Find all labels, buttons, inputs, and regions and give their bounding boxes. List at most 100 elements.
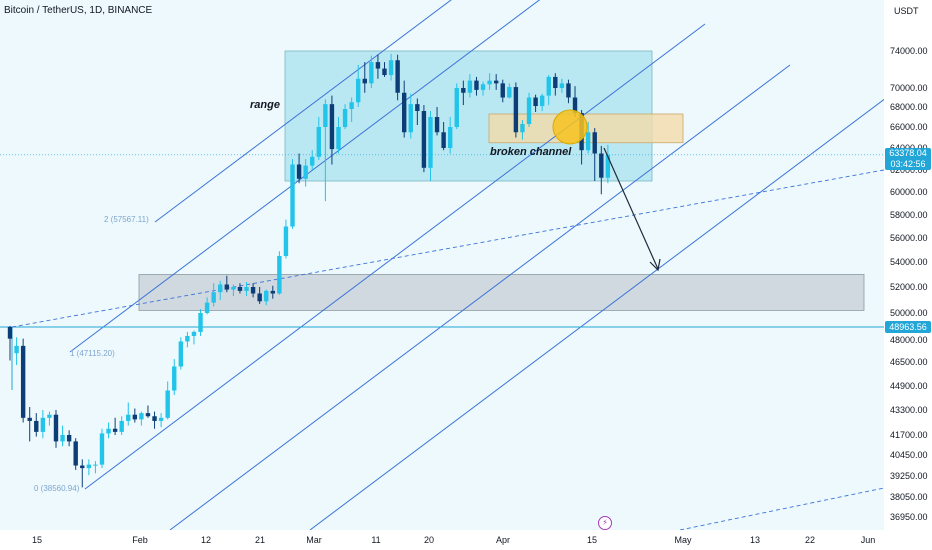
candle-body xyxy=(132,414,138,420)
time-tick: Mar xyxy=(306,535,322,545)
candle-body xyxy=(172,366,177,391)
candle-body xyxy=(158,417,164,421)
candle-body xyxy=(395,60,400,93)
price-tick: 39250.00 xyxy=(890,471,928,481)
candle-body xyxy=(257,293,262,302)
channel-line-1 xyxy=(154,0,452,223)
candle-body xyxy=(349,102,354,109)
time-axis[interactable] xyxy=(0,530,884,550)
chart-canvas[interactable] xyxy=(0,0,884,530)
horizontal-level-tag: 48963.56 xyxy=(885,321,931,333)
candle-body xyxy=(106,428,111,434)
candle-body xyxy=(474,80,479,90)
candle-body xyxy=(507,87,512,98)
candle-body xyxy=(428,117,433,168)
candle-body xyxy=(520,124,525,133)
support-zone xyxy=(138,274,865,311)
currency-label: USDT xyxy=(894,6,919,16)
current-price-tag: 63378.04 03:42:56 xyxy=(885,148,931,170)
candle-body xyxy=(336,127,341,150)
candle-body xyxy=(487,80,492,85)
candle-body xyxy=(99,433,105,465)
candle-body xyxy=(204,302,210,313)
channel-line-2 xyxy=(69,0,541,353)
candle-body xyxy=(119,420,124,432)
candle-body xyxy=(296,164,302,179)
candle-body xyxy=(270,290,275,294)
price-tick: 62000.00 xyxy=(890,165,928,175)
symbol-title: Bitcoin / TetherUS, 1D, BINANCE xyxy=(4,5,153,16)
time-tick: 13 xyxy=(749,535,761,545)
candle-body xyxy=(316,127,321,157)
candle-body xyxy=(145,413,151,417)
candle-body xyxy=(303,165,308,179)
candle-body xyxy=(415,104,420,111)
price-tick: 43300.00 xyxy=(890,405,928,415)
dashed-trend-line-lower xyxy=(679,487,884,530)
price-tick: 38050.00 xyxy=(890,492,928,502)
candle-body xyxy=(599,153,604,178)
projection-arrow-head xyxy=(649,258,661,272)
time-tick: 20 xyxy=(423,535,435,545)
price-tick: 41700.00 xyxy=(890,430,928,440)
candle-body xyxy=(356,78,361,103)
time-tick: 11 xyxy=(371,535,381,545)
chart-area[interactable]: Bitcoin / TetherUS, 1D, BINANCE range br… xyxy=(0,0,884,530)
range-annotation: range xyxy=(250,99,280,111)
projection-arrow xyxy=(603,147,659,270)
broken-channel-annotation: broken channel xyxy=(490,146,572,158)
candle-body xyxy=(40,417,46,432)
candle-body xyxy=(7,326,13,339)
price-tick: 56000.00 xyxy=(890,233,928,243)
candle-body xyxy=(493,80,499,84)
candle-body xyxy=(198,313,203,332)
candle-body xyxy=(73,441,78,466)
candle-body xyxy=(566,83,571,98)
candle-body xyxy=(34,420,39,432)
time-tick: 21 xyxy=(254,535,266,545)
current-price-value: 63378.04 xyxy=(889,148,927,158)
candle-body xyxy=(93,464,98,466)
price-tick: 44900.00 xyxy=(890,381,928,391)
candle-body xyxy=(382,68,387,76)
candle-body xyxy=(342,109,348,127)
price-tick: 54000.00 xyxy=(890,257,928,267)
candle-body xyxy=(362,78,367,84)
candle-body xyxy=(480,84,486,90)
candle-body xyxy=(388,60,394,76)
candle-body xyxy=(513,87,519,133)
candle-body xyxy=(290,164,295,227)
price-tick: 40450.00 xyxy=(890,450,928,460)
candle-body xyxy=(369,62,374,84)
candle-body xyxy=(408,104,413,133)
candle-body xyxy=(165,390,170,418)
highlight-circle xyxy=(552,109,588,145)
candle-body xyxy=(185,335,190,342)
candle-body xyxy=(605,154,611,178)
candle-body xyxy=(53,414,59,442)
candle-body xyxy=(402,92,407,133)
candle-body xyxy=(592,132,597,154)
candle-body xyxy=(126,414,131,421)
candle-body xyxy=(310,156,315,166)
candle-body xyxy=(211,292,216,303)
candle-body xyxy=(66,435,72,442)
candle-body xyxy=(139,413,144,420)
candle-body xyxy=(191,331,197,336)
candle-body xyxy=(375,62,381,69)
time-tick: 15 xyxy=(586,535,598,545)
channel-line-3 xyxy=(84,23,706,490)
candle-body xyxy=(539,95,545,107)
lightning-bolt-icon[interactable]: ⚡ xyxy=(598,516,612,530)
candle-body xyxy=(441,132,446,148)
price-tick: 58000.00 xyxy=(890,210,928,220)
candle-body xyxy=(572,97,578,113)
candle-body xyxy=(14,345,19,354)
fib-level-1-label: 1 (47115.20) xyxy=(70,349,115,358)
price-tick: 46500.00 xyxy=(890,357,928,367)
candle-body xyxy=(27,417,32,421)
candle-body xyxy=(224,284,230,290)
candle-body xyxy=(178,341,184,367)
price-axis[interactable] xyxy=(884,0,932,530)
candle-body xyxy=(244,287,249,291)
